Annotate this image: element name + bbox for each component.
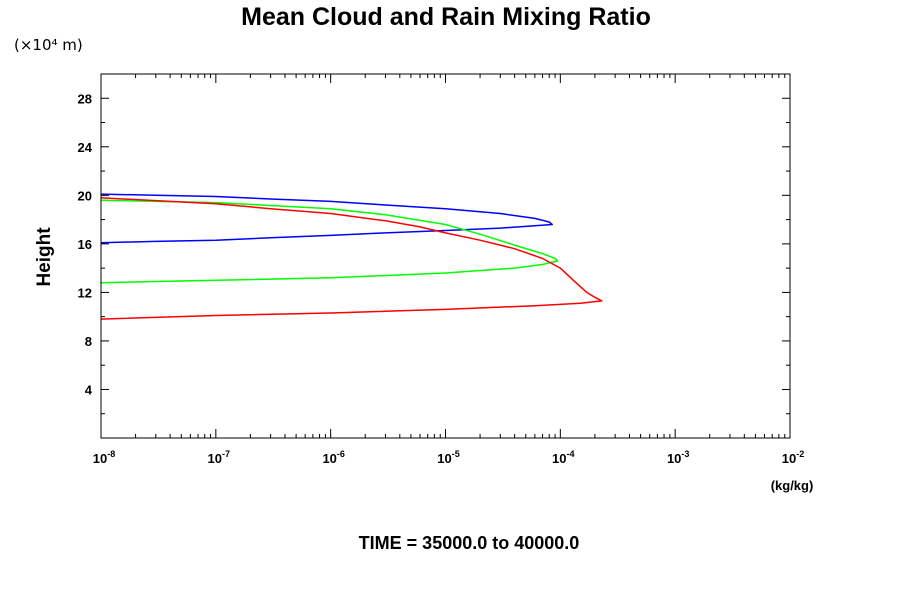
- y-tick-labels: 4 8 12 16 20 24 28: [78, 91, 93, 397]
- y-tick-label: 16: [78, 237, 92, 252]
- x-tick-labels: 10-8 10-7 10-6 10-5 10-4 10-3 10-2: [93, 449, 804, 466]
- x-tick-label: 10-8: [93, 449, 115, 466]
- y-tick-label: 28: [78, 91, 92, 106]
- x-tick-label: 10-7: [208, 449, 230, 466]
- series-line-3: [100, 197, 603, 320]
- y-tick-label: 4: [85, 383, 93, 398]
- plot-frame: [100, 73, 791, 439]
- y-tick-label: 8: [85, 334, 92, 349]
- chart-title: Mean Cloud and Rain Mixing Ratio: [241, 3, 651, 31]
- series-line-2: [100, 199, 559, 284]
- tick-layer: [100, 74, 791, 438]
- x-tick-label: 10-2: [782, 449, 804, 466]
- x-tick-label: 10-3: [667, 449, 689, 466]
- y-tick-label: 24: [78, 140, 93, 155]
- series-layer: [100, 193, 603, 320]
- x-tick-label: 10-4: [552, 449, 574, 466]
- series-line-1: [100, 193, 553, 244]
- y-scale-label: (×10⁴ m): [14, 36, 83, 54]
- y-tick-label: 12: [78, 285, 92, 300]
- x-tick-label: 10-5: [437, 449, 459, 466]
- y-axis-label: Height: [34, 227, 55, 287]
- x-tick-label: 10-6: [322, 449, 344, 466]
- x-axis-unit: (kg/kg): [771, 478, 814, 493]
- y-tick-label: 20: [78, 188, 92, 203]
- time-range-label: TIME = 35000.0 to 40000.0: [359, 533, 580, 553]
